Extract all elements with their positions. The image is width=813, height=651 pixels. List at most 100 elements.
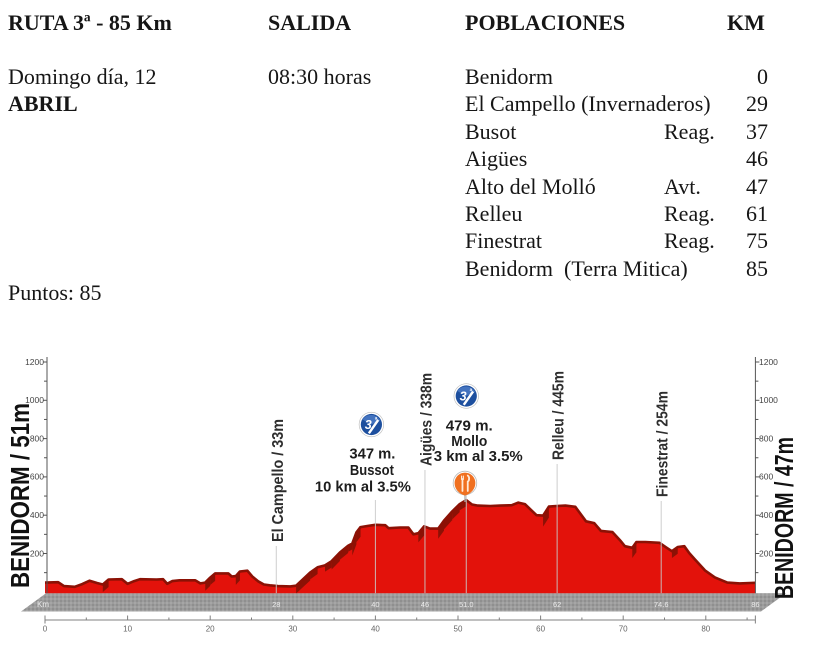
- poblacion-note: Reag.: [664, 200, 715, 226]
- poblacion-km: 46: [746, 146, 768, 172]
- poblacion-km: 0: [757, 64, 768, 89]
- chart-polygon: [310, 567, 318, 580]
- waypoint-label: Finestrat / 254m: [655, 391, 672, 497]
- distance-tick-label: 80: [701, 625, 710, 634]
- altitude-tick-label: 600: [759, 472, 773, 482]
- feed-station-icon: [452, 470, 478, 502]
- chart-text: ª: [375, 417, 378, 424]
- chart-polygon: [235, 571, 240, 585]
- poblacion-row: Busot Reag. 37: [465, 118, 768, 145]
- puntos-label: Puntos: 85: [8, 280, 102, 305]
- poblacion-row: Relleu Reag. 61: [465, 200, 768, 227]
- altitude-tick-label: 1200: [25, 357, 44, 367]
- chart-polygon: [205, 577, 211, 591]
- climb-annotation-line: 3 km al 3.5%: [434, 448, 523, 465]
- right-axis-label: BENIDORM / 47m: [771, 437, 799, 599]
- km-bar-marker: 74.6: [654, 600, 669, 609]
- poblacion-km: 75: [746, 228, 768, 254]
- poblacion-km: 29: [746, 91, 768, 117]
- chart-text: ª: [470, 388, 473, 395]
- poblacion-note: Reag.: [664, 228, 715, 254]
- altitude-tick-label: 800: [759, 433, 773, 443]
- poblacion-row: Finestrat Reag. 75: [465, 227, 768, 254]
- poblacion-name: Finestrat: [465, 228, 542, 254]
- altitude-tick-label: 600: [30, 472, 44, 482]
- km-bar-unit-label: Km: [37, 600, 49, 609]
- altitude-tick-label: 400: [30, 510, 44, 520]
- chart-g: [102, 500, 678, 594]
- chart-polygon: [543, 506, 549, 527]
- distance-tick-label: 60: [536, 625, 545, 634]
- chart-polygon: [671, 546, 678, 558]
- waypoint-label: Relleu / 445m: [551, 371, 568, 460]
- poblacion-name: Aigües: [465, 146, 528, 172]
- waypoint-label: Aigües / 338m: [418, 373, 435, 466]
- climb-annotation-line: Bussot: [350, 462, 394, 479]
- poblaciones-table: Benidorm 0 El Campello (Invernaderos) 29 Bus…: [465, 63, 768, 282]
- altitude-tick-label: 200: [30, 548, 44, 558]
- chart-polygon: [210, 573, 216, 586]
- distance-tick-label: 70: [619, 625, 628, 634]
- chart-polygon: [632, 542, 637, 558]
- poblacion-km: 61: [746, 200, 768, 226]
- altitude-tick-label: 1000: [25, 395, 44, 405]
- poblacion-name: Benidorm (Terra Mitica): [465, 255, 688, 281]
- left-axis-label: BENIDORM / 51m: [7, 403, 35, 588]
- km-bar: [21, 593, 786, 612]
- climb-annotation-line: Mollo: [451, 433, 487, 450]
- poblacion-row: Alto del Molló Avt. 47: [465, 173, 768, 200]
- poblacion-name: Relleu: [465, 200, 523, 226]
- climb-annotation-line: 347 m.: [349, 446, 395, 463]
- km-bar-marker: 40: [371, 600, 379, 609]
- poblacion-name: Benidorm: [465, 64, 553, 89]
- altitude-tick-label: 800: [30, 433, 44, 443]
- distance-tick-label: 50: [454, 625, 463, 634]
- km-bar-marker: 46: [421, 600, 429, 609]
- poblacion-note: Avt.: [664, 173, 701, 199]
- poblacion-row: Benidorm 0: [465, 63, 768, 90]
- chart-polygon: [102, 579, 109, 592]
- altitude-tick-label: 200: [759, 548, 773, 558]
- elevation-edge: [44, 498, 756, 589]
- salida-header: SALIDA: [268, 10, 352, 35]
- km-bar-marker: 86: [751, 600, 759, 609]
- distance-tick-label: 40: [371, 625, 380, 634]
- chart-polygon: [356, 527, 361, 543]
- route-title: RUTA 3ª - 85 Km: [8, 10, 172, 35]
- elevation-area: [45, 500, 756, 594]
- poblacion-row: El Campello (Invernaderos) 29: [465, 90, 768, 117]
- km-bar-marker: 28: [272, 600, 280, 609]
- route-date: Domingo día, 12: [8, 63, 157, 89]
- distance-tick-label: 0: [43, 625, 48, 634]
- poblacion-name: El Campello (Invernaderos): [465, 91, 711, 117]
- climb-annotation-line: 10 km al 3.5%: [315, 479, 411, 496]
- poblacion-row: Benidorm (Terra Mitica) 85: [465, 255, 768, 282]
- distance-tick-label: 10: [123, 625, 132, 634]
- chart-polygon: [339, 545, 349, 560]
- poblacion-km: 37: [746, 118, 768, 144]
- km-bar-marker: 62: [553, 600, 561, 609]
- chart-text: 3: [460, 390, 467, 404]
- chart-polygon: [452, 504, 460, 520]
- distance-tick-label: 20: [206, 625, 215, 634]
- chart-path: [466, 474, 471, 492]
- km-header: KM: [727, 10, 765, 35]
- climb-annotation-line: 479 m.: [446, 418, 493, 435]
- poblaciones-header: POBLACIONES: [465, 10, 626, 35]
- chart-polygon: [443, 511, 453, 530]
- chart-polygon: [325, 561, 332, 572]
- poblacion-row: Aigües 46: [465, 145, 768, 172]
- chart-line: [462, 390, 475, 406]
- chart-polygon: [296, 572, 311, 594]
- route-month: ABRIL: [8, 90, 78, 116]
- altitude-tick-label: 1200: [759, 357, 778, 367]
- chart-path: [461, 475, 464, 481]
- chart-text: 3: [365, 418, 372, 432]
- chart-line: [367, 419, 380, 434]
- altitude-tick-label: 1000: [759, 395, 778, 405]
- chart-polygon: [418, 526, 425, 543]
